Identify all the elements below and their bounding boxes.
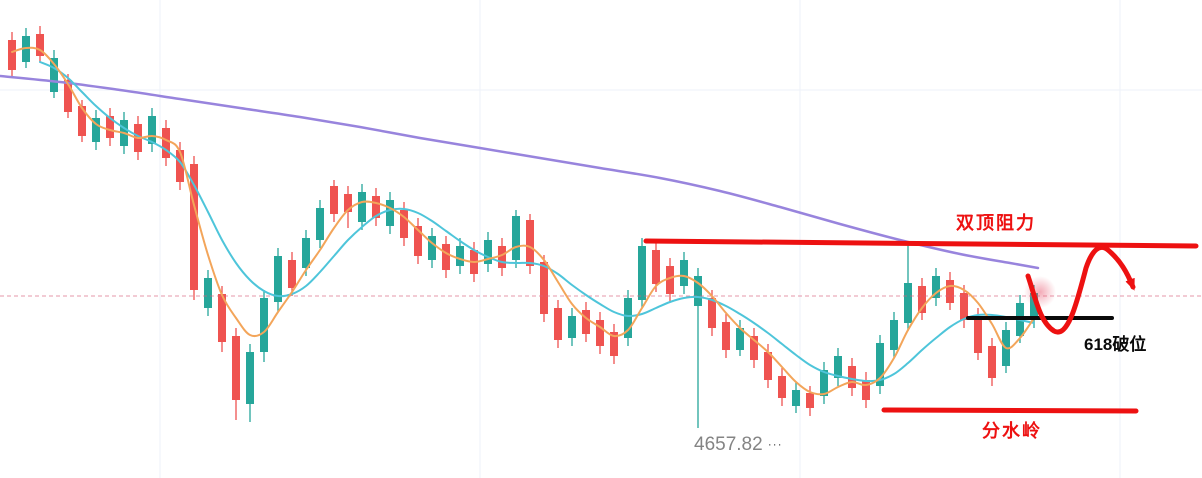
ma-layer — [0, 46, 1040, 396]
low-price-value: 4657.82 — [694, 434, 763, 455]
ma-slow — [0, 74, 1040, 270]
double-top-resistance-label: 双顶阻力 — [956, 213, 1036, 233]
low-price-label: 4657.82 ··· — [694, 434, 783, 456]
annotation-layer — [643, 238, 1199, 414]
fib-618-breakdown-label: 618破位 — [1084, 335, 1147, 354]
ma-medium — [39, 61, 1035, 383]
low-price-dots: ··· — [767, 437, 783, 451]
candles-layer — [8, 26, 1038, 428]
watershed-label: 分水岭 — [982, 421, 1042, 441]
ma-fast — [11, 46, 1035, 396]
